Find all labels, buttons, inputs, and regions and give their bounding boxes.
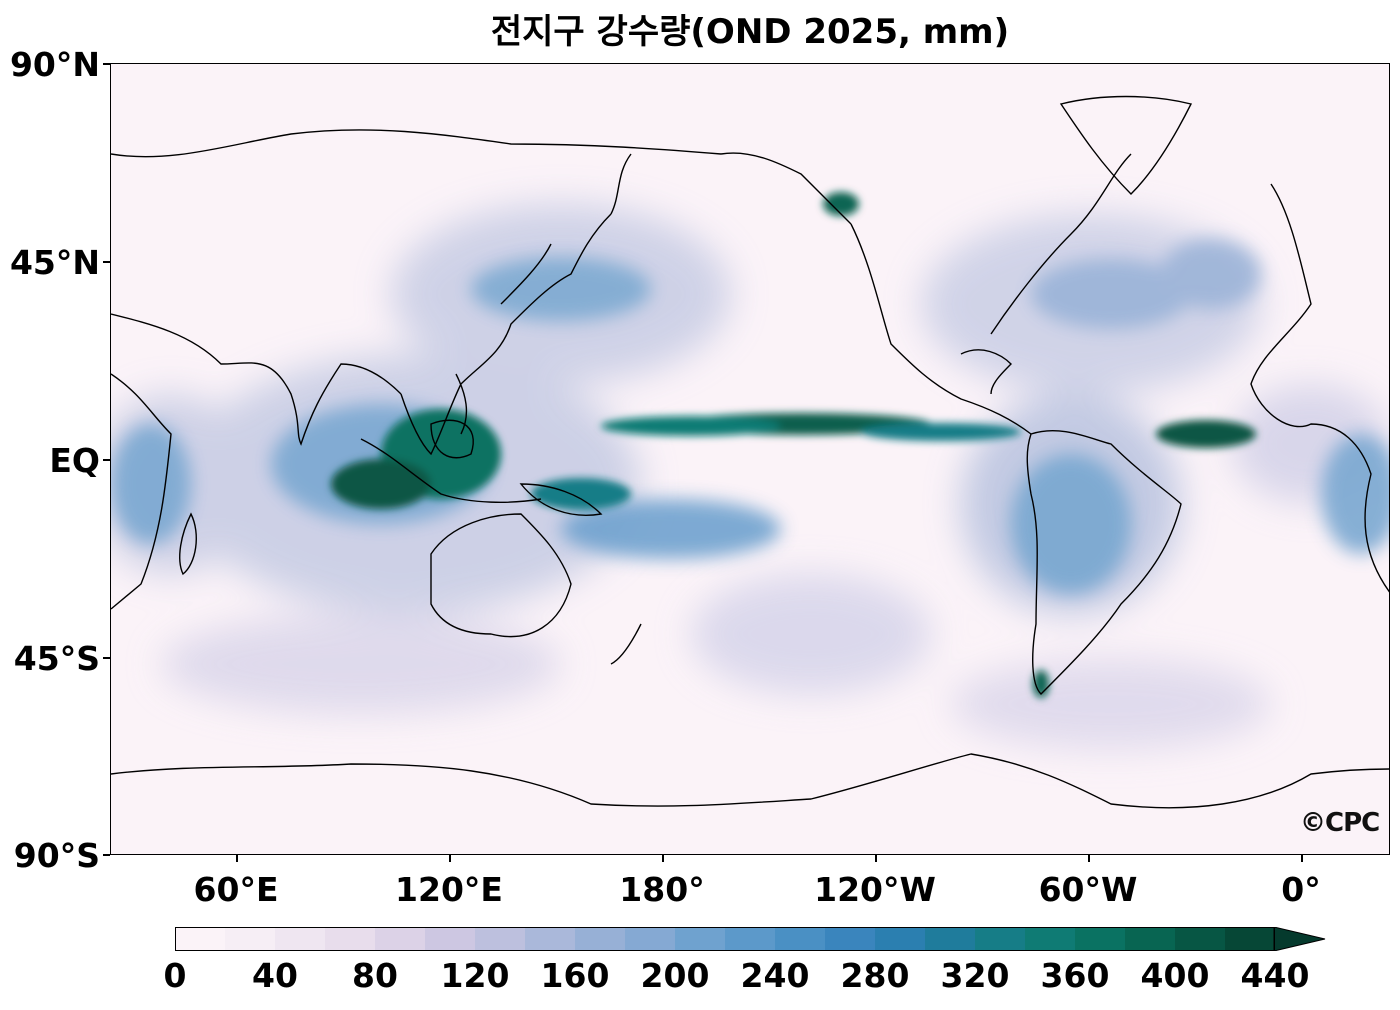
- lat-tick: [103, 459, 110, 461]
- precipitation-map: [110, 63, 1390, 855]
- colorbar-bin: [475, 927, 526, 951]
- colorbar-bin: [725, 927, 776, 951]
- colorbar-bin: [1175, 927, 1226, 951]
- map-title: 전지구 강수량(OND 2025, mm): [490, 12, 1010, 52]
- lon-tick: [236, 855, 238, 862]
- heavy-precip-layer: [331, 192, 1256, 698]
- colorbar-tick-label: 440: [1240, 956, 1310, 995]
- colorbar-bin: [775, 927, 826, 951]
- lat-label-45n: 45°N: [9, 243, 100, 282]
- colorbar-outline: [175, 927, 1275, 951]
- colorbar-bin: [925, 927, 976, 951]
- colorbar-bin: [225, 927, 276, 951]
- lon-label-60e: 60°E: [193, 870, 279, 909]
- lat-label-eq: EQ: [49, 441, 100, 480]
- colorbar-bin: [375, 927, 426, 951]
- colorbar-bin: [1225, 927, 1276, 951]
- lon-tick: [662, 855, 664, 862]
- colorbar-bin: [1075, 927, 1126, 951]
- lon-tick: [1088, 855, 1090, 862]
- colorbar-tick-label: 360: [1040, 956, 1110, 995]
- colorbar-bin: [575, 927, 626, 951]
- lat-tick: [103, 854, 110, 856]
- colorbar-bin: [275, 927, 326, 951]
- colorbar-bin: [625, 927, 676, 951]
- colorbar-bin: [875, 927, 926, 951]
- colorbar-bin: [525, 927, 576, 951]
- lon-tick: [1301, 855, 1303, 862]
- lon-label-120w: 120°W: [814, 870, 936, 909]
- colorbar-bin: [975, 927, 1026, 951]
- colorbar-extend-arrow: [1273, 927, 1326, 951]
- colorbar-tick-label: 160: [540, 956, 610, 995]
- lat-tick: [103, 657, 110, 659]
- map-canvas: [111, 95, 1389, 809]
- colorbar-tick-label: 240: [740, 956, 810, 995]
- lat-label-90s: 90°S: [13, 836, 100, 875]
- lat-label-45s: 45°S: [13, 639, 100, 678]
- lon-label-60w: 60°W: [1038, 870, 1138, 909]
- lon-tick: [875, 855, 877, 862]
- lat-label-90n: 90°N: [9, 45, 100, 84]
- colorbar-bin: [425, 927, 476, 951]
- colorbar-tick-label: 0: [163, 956, 187, 995]
- lat-tick: [103, 63, 110, 65]
- lon-tick: [449, 855, 451, 862]
- colorbar-bin: [1125, 927, 1176, 951]
- colorbar-tick-label: 280: [840, 956, 910, 995]
- colorbar-tick-label: 80: [352, 956, 398, 995]
- colorbar-tick-label: 200: [640, 956, 710, 995]
- colorbar-tick-label: 120: [440, 956, 510, 995]
- colorbar-bin: [175, 927, 226, 951]
- lat-tick: [103, 261, 110, 263]
- colorbar-tick-label: 320: [940, 956, 1010, 995]
- colorbar: [175, 927, 1326, 951]
- colorbar-bin: [825, 927, 876, 951]
- colorbar-bin: [325, 927, 376, 951]
- colorbar-tick-label: 400: [1140, 956, 1210, 995]
- colorbar-bin: [1025, 927, 1076, 951]
- lon-label-0: 0°: [1281, 870, 1321, 909]
- colorbar-tick-label: 40: [252, 956, 298, 995]
- lon-label-120e: 120°E: [395, 870, 503, 909]
- cpc-watermark: ©CPC: [1300, 808, 1380, 838]
- coastlines: [111, 95, 1389, 809]
- lon-label-180: 180°: [619, 870, 705, 909]
- colorbar-bin: [675, 927, 726, 951]
